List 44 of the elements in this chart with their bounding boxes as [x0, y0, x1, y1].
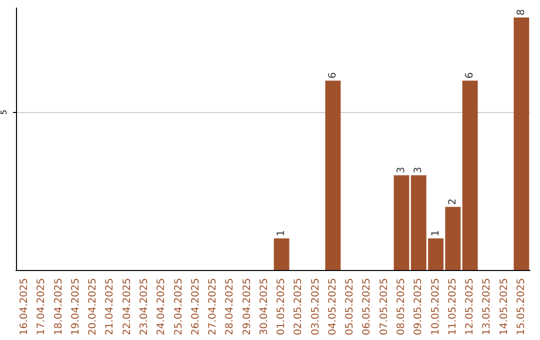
y-tick-label: 5: [0, 110, 8, 115]
data-label: 3: [413, 166, 424, 174]
x-tick-label: 24.04.2025: [156, 278, 168, 336]
x-tick-label: 23.04.2025: [139, 278, 150, 336]
x-tick-label: 28.04.2025: [224, 278, 236, 336]
bar: [274, 238, 290, 270]
x-tick-label: 25.04.2025: [173, 278, 184, 336]
x-tick-label: 30.04.2025: [258, 278, 270, 336]
x-tick-label: 04.05.2025: [327, 278, 338, 336]
x-tick-label: 14.05.2025: [498, 278, 510, 336]
data-label: 1: [276, 230, 288, 236]
x-tick-label: 05.05.2025: [344, 278, 356, 336]
x-tick-label: 18.04.2025: [53, 278, 64, 336]
x-tick-label: 19.04.2025: [70, 278, 82, 336]
data-label: 6: [327, 72, 338, 79]
x-tick-label: 13.05.2025: [482, 278, 493, 336]
x-tick-label: 03.05.2025: [310, 278, 322, 336]
bar: [394, 175, 410, 270]
x-tick-label: 29.04.2025: [242, 278, 253, 336]
bar: [514, 17, 530, 270]
data-label: 3: [396, 166, 407, 174]
x-tick-label: 15.05.2025: [516, 278, 527, 336]
data-label: 8: [516, 9, 527, 16]
x-tick-label: 11.05.2025: [447, 278, 458, 336]
x-tick-label: 10.05.2025: [430, 278, 442, 336]
x-tick-label: 08.05.2025: [396, 278, 407, 336]
x-tick-label: 26.04.2025: [190, 278, 202, 336]
x-tick-label: 20.04.2025: [88, 278, 99, 336]
x-tick-label: 16.04.2025: [19, 278, 30, 336]
x-tick-label: 02.05.2025: [293, 278, 304, 336]
x-tick-label: 07.05.2025: [378, 278, 390, 336]
x-tick-label: 27.04.2025: [208, 278, 219, 336]
data-label: 2: [447, 198, 458, 205]
data-label: 1: [430, 230, 442, 236]
x-tick-label: 01.05.2025: [276, 278, 288, 336]
bar: [325, 80, 341, 270]
data-label: 6: [464, 72, 476, 79]
x-tick-label: 21.04.2025: [104, 278, 116, 336]
x-tick-label: 22.04.2025: [122, 278, 133, 336]
x-tick-label: 12.05.2025: [464, 278, 476, 336]
x-tick-label: 06.05.2025: [362, 278, 373, 336]
x-tick-label: 17.04.2025: [36, 278, 48, 336]
x-tick-label: 09.05.2025: [413, 278, 424, 336]
bar: [462, 80, 478, 270]
